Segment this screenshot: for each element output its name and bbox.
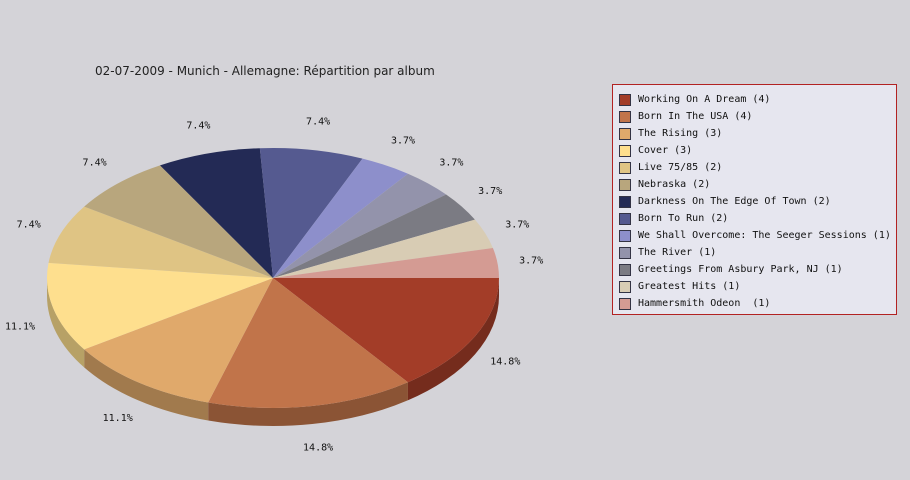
legend-swatch: [619, 229, 631, 242]
legend-item: Greatest Hits (1): [613, 278, 896, 295]
legend-swatch: [619, 161, 631, 174]
legend-swatch: [619, 178, 631, 191]
percent-label-live-75-85-2: 7.4%: [17, 219, 41, 230]
legend-item: Nebraska (2): [613, 176, 896, 193]
percent-label-nebraska-2: 7.4%: [83, 158, 107, 169]
pie-slice-greetings-from-asbury-park-nj-1: [273, 194, 475, 278]
legend-item: Born To Run (2): [613, 210, 896, 227]
percent-label-darkness-on-the-edge-of-town-2: 7.4%: [186, 121, 210, 132]
percent-label-greetings-from-asbury-park-nj-1: 3.7%: [478, 186, 502, 197]
legend-label: Greatest Hits (1): [638, 281, 741, 292]
percent-label-we-shall-overcome-the-seeger-sessions-1: 3.7%: [391, 135, 415, 146]
legend-item: Greetings From Asbury Park, NJ (1): [613, 261, 896, 278]
legend-swatch: [619, 212, 631, 225]
legend-item: The River (1): [613, 244, 896, 261]
legend-item: Hammersmith Odeon (1): [613, 295, 896, 312]
legend-label: The Rising (3): [638, 128, 723, 139]
legend-label: Greetings From Asbury Park, NJ (1): [638, 264, 843, 275]
legend-label: We Shall Overcome: The Seeger Sessions (…: [638, 230, 891, 241]
percent-label-greatest-hits-1: 3.7%: [505, 219, 529, 230]
pie-side-born-in-the-usa-4: [208, 382, 408, 426]
legend-label: Hammersmith Odeon (1): [638, 298, 771, 309]
pie-side-working-on-a-dream-4: [407, 278, 499, 401]
legend-item: The Rising (3): [613, 125, 896, 142]
legend-item: Cover (3): [613, 142, 896, 159]
legend-label: The River (1): [638, 247, 717, 258]
percent-label-born-to-run-2: 7.4%: [306, 116, 330, 127]
legend-swatch: [619, 110, 631, 123]
legend-item: Darkness On The Edge Of Town (2): [613, 193, 896, 210]
percent-label-born-in-the-usa-4: 14.8%: [303, 442, 333, 453]
legend-item: We Shall Overcome: The Seeger Sessions (…: [613, 227, 896, 244]
legend-swatch: [619, 127, 631, 140]
pie-slice-working-on-a-dream-4: [273, 278, 499, 383]
pie-slice-the-rising-3: [84, 278, 274, 403]
legend-item: Born In The USA (4): [613, 108, 896, 125]
legend: Working On A Dream (4) Born In The USA (4…: [612, 84, 897, 315]
pie-slice-live-75-85-2: [48, 206, 273, 278]
legend-label: Working On A Dream (4): [638, 94, 771, 105]
legend-swatch: [619, 280, 631, 293]
pie-slice-nebraska-2: [84, 165, 274, 278]
legend-label: Cover (3): [638, 145, 693, 156]
legend-swatch: [619, 263, 631, 276]
legend-item: Working On A Dream (4): [613, 91, 896, 108]
legend-swatch: [619, 297, 631, 310]
pie-slice-cover-3: [46, 262, 273, 350]
pie-slice-born-in-the-usa-4: [208, 278, 408, 408]
percent-label-the-rising-3: 11.1%: [103, 413, 133, 424]
percent-label-the-river-1: 3.7%: [439, 158, 463, 169]
pie-percent-labels: 14.8% 14.8% 11.1% 11.1% 7.4% 7.4% 7.4% 7.4% 3.7%…: [5, 116, 543, 453]
legend-label: Darkness On The Edge Of Town (2): [638, 196, 831, 207]
percent-label-cover-3: 11.1%: [5, 322, 35, 333]
pie-slice-hammersmith-odeon-1: [273, 248, 499, 278]
chart-title: 02-07-2009 - Munich - Allemagne: Réparti…: [95, 64, 435, 78]
legend-item: Live 75/85 (2): [613, 159, 896, 176]
pie-side-cover-3: [47, 278, 85, 368]
percent-label-working-on-a-dream-4: 14.8%: [490, 357, 520, 368]
legend-swatch: [619, 144, 631, 157]
percent-label-hammersmith-odeon-1: 3.7%: [519, 255, 543, 266]
legend-label: Live 75/85 (2): [638, 162, 723, 173]
pie-slice-greatest-hits-1: [273, 219, 493, 278]
pie-slice-we-shall-overcome-the-seeger-sessions-1: [273, 158, 408, 278]
pie-slice-born-to-run-2: [259, 148, 363, 278]
legend-label: Born In The USA (4): [638, 111, 753, 122]
legend-swatch: [619, 195, 631, 208]
pie-slices: [46, 148, 499, 408]
legend-label: Nebraska (2): [638, 179, 711, 190]
pie-sides: [47, 278, 499, 426]
pie-side-the-rising-3: [84, 349, 209, 421]
pie-slice-darkness-on-the-edge-of-town-2: [160, 148, 273, 278]
legend-label: Born To Run (2): [638, 213, 729, 224]
legend-swatch: [619, 246, 631, 259]
pie-slice-the-river-1: [273, 173, 447, 278]
legend-swatch: [619, 93, 631, 106]
